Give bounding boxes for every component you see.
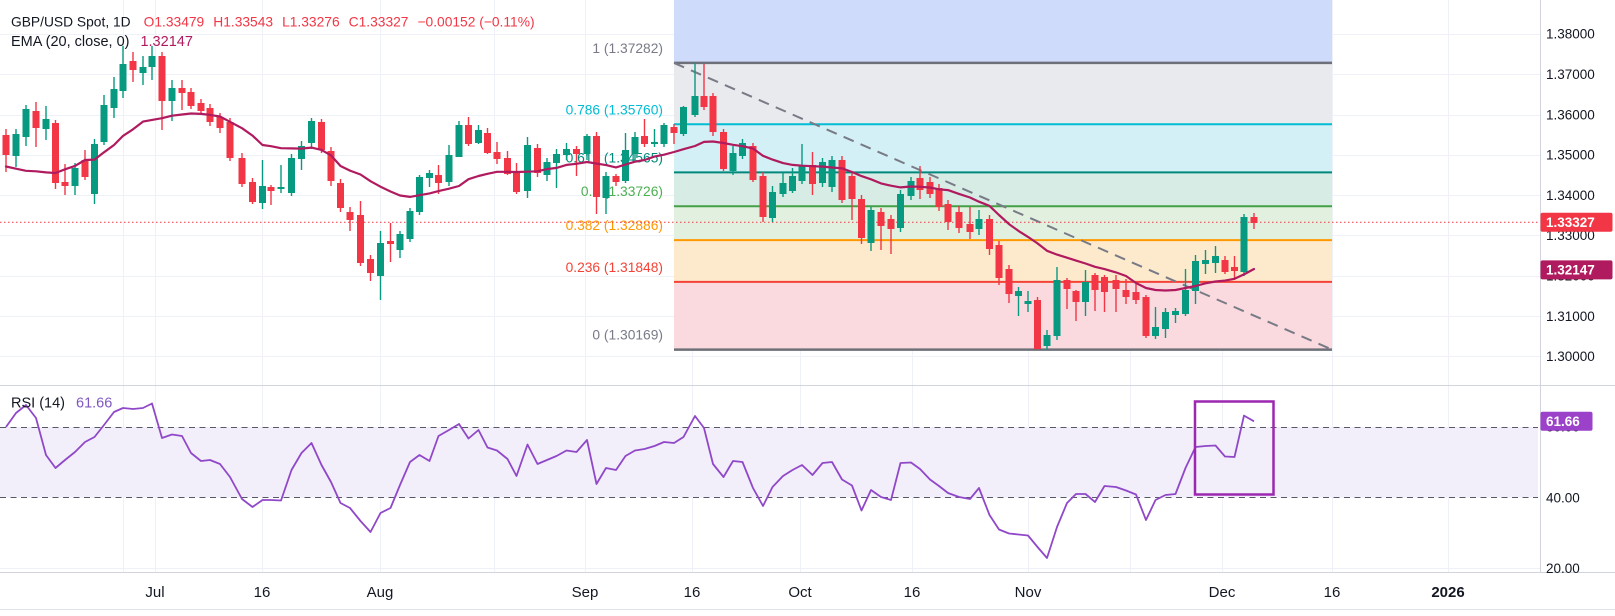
svg-text:0 (1.30169): 0 (1.30169) [592,328,663,343]
svg-text:Jul: Jul [145,584,164,601]
svg-text:2026: 2026 [1431,584,1464,601]
svg-text:EMA (20, close, 0)1.32147: EMA (20, close, 0) 1.32147 [11,34,193,50]
svg-text:RSI (14)61.66: RSI (14) 61.66 [11,396,112,412]
svg-text:1.33327: 1.33327 [1546,215,1595,230]
svg-text:1.30000: 1.30000 [1546,349,1595,364]
svg-text:40.00: 40.00 [1546,490,1580,505]
svg-text:20.00: 20.00 [1546,561,1580,576]
svg-text:Aug: Aug [367,584,394,601]
svg-text:1.35000: 1.35000 [1546,148,1595,163]
svg-text:1.33000: 1.33000 [1546,228,1595,243]
svg-text:16: 16 [684,584,701,601]
svg-text:Nov: Nov [1015,584,1042,601]
svg-text:61.66: 61.66 [1546,414,1580,429]
svg-text:Sep: Sep [572,584,599,601]
svg-text:Dec: Dec [1209,584,1236,601]
svg-text:16: 16 [1324,584,1341,601]
svg-text:1.37000: 1.37000 [1546,67,1595,82]
svg-text:1.34000: 1.34000 [1546,188,1595,203]
svg-text:1.38000: 1.38000 [1546,27,1595,42]
svg-text:Oct: Oct [788,584,812,601]
svg-text:16: 16 [904,584,921,601]
svg-text:0.236 (1.31848): 0.236 (1.31848) [566,260,663,275]
svg-text:0.5 (1.33726): 0.5 (1.33726) [581,184,663,199]
svg-text:1.31000: 1.31000 [1546,309,1595,324]
svg-text:1.32147: 1.32147 [1546,263,1595,278]
svg-text:1.36000: 1.36000 [1546,107,1595,122]
svg-text:0.382 (1.32886): 0.382 (1.32886) [566,218,663,233]
svg-text:16: 16 [254,584,271,601]
svg-text:1 (1.37282): 1 (1.37282) [592,41,663,56]
svg-text:0.786 (1.35760): 0.786 (1.35760) [566,102,663,117]
